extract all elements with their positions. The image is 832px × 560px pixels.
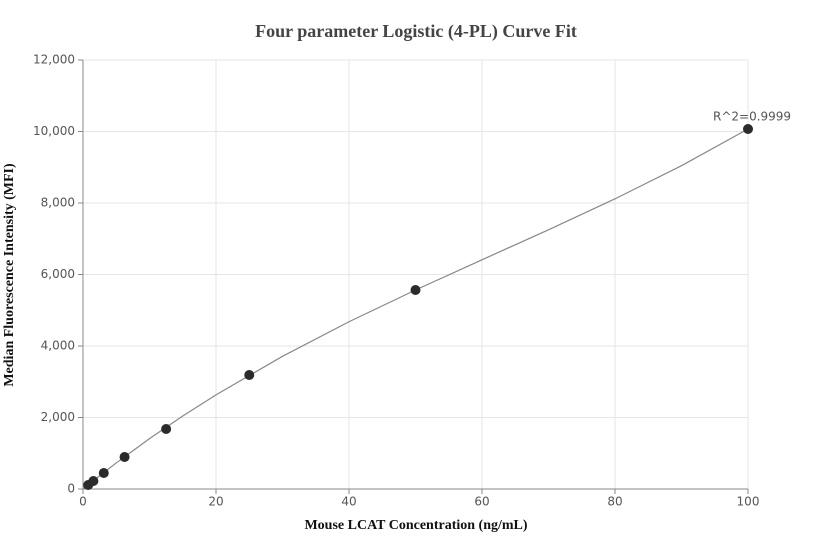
- x-tick-label: 0: [79, 495, 87, 509]
- data-point: [410, 285, 421, 296]
- y-tick-label: 6,000: [41, 267, 75, 281]
- y-tick-label: 8,000: [41, 196, 75, 210]
- x-tick-label: 40: [341, 495, 356, 509]
- data-point: [98, 467, 109, 478]
- x-tick-label: 80: [607, 495, 622, 509]
- y-axis-title: Median Fluorescence Intensity (MFI): [2, 163, 17, 387]
- y-tick-label: 2,000: [41, 410, 75, 424]
- data-point: [743, 123, 753, 134]
- data-point: [119, 452, 130, 463]
- annotation: R^2=0.9999: [713, 109, 791, 123]
- x-tick-label: 20: [208, 495, 223, 509]
- x-axis-title: Mouse LCAT Concentration (ng/mL): [304, 518, 527, 533]
- y-tick-label: 10,000: [33, 124, 75, 138]
- y-tick-label: 0: [67, 482, 75, 496]
- data-point: [88, 475, 99, 486]
- data-point: [244, 369, 255, 380]
- y-tick-label: 12,000: [33, 53, 75, 67]
- chart-title: Four parameter Logistic (4-PL) Curve Fit: [255, 21, 577, 42]
- x-tick-label: 100: [737, 495, 760, 509]
- y-tick-label: 4,000: [41, 339, 75, 353]
- data-point: [161, 424, 172, 435]
- x-tick-label: 60: [474, 495, 489, 509]
- fit-curve: [82, 128, 749, 490]
